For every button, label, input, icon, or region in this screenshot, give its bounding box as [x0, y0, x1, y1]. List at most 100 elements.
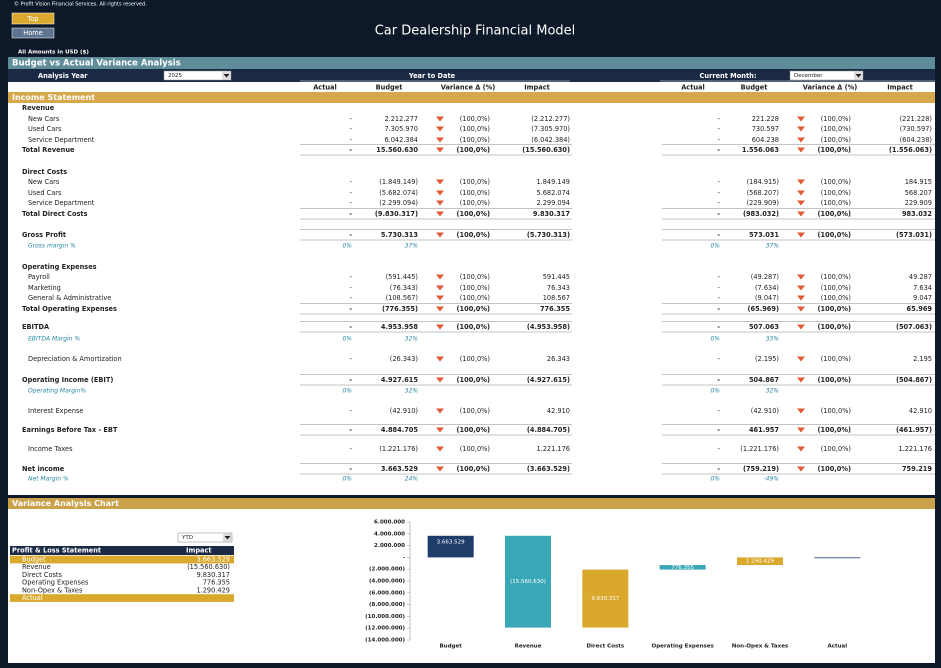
cell: (49.287)	[751, 273, 779, 281]
x-tick-label: Revenue	[515, 644, 542, 650]
cell: (100,0%)	[457, 146, 491, 154]
cell: -49%	[763, 476, 779, 483]
variance-arrow	[436, 295, 444, 301]
pl-label: Operating Expenses	[22, 579, 89, 587]
cell: -	[349, 426, 352, 434]
pl-header: Profit & Loss Statement	[12, 547, 101, 555]
cell: 184.915	[905, 178, 932, 186]
cell: 776.355	[540, 305, 570, 313]
cell: 1.221.176	[536, 445, 570, 453]
column-header: Actual	[681, 84, 705, 92]
row-label: Net income	[22, 465, 65, 473]
cell: 0%	[342, 243, 352, 250]
row-label: EBITDA	[22, 323, 50, 331]
cell: (730.597)	[900, 125, 932, 133]
row-label: General & Administrative	[28, 294, 111, 302]
variance-arrow	[436, 427, 444, 433]
cell: (1.221.176)	[379, 445, 418, 453]
year-value[interactable]: 2025	[168, 73, 182, 79]
cell: (573.031)	[896, 231, 932, 239]
cell: (100,0%)	[821, 445, 851, 453]
variance-arrow	[797, 446, 805, 452]
variance-arrow	[797, 211, 805, 217]
cell: (100,0%)	[821, 407, 851, 415]
cell: (229.909)	[747, 199, 779, 207]
cell: (100,0%)	[460, 407, 490, 415]
cell: -	[717, 465, 720, 473]
variance-arrow	[797, 356, 805, 362]
cell: (604.238)	[900, 136, 932, 144]
cell: -	[350, 136, 353, 144]
month-value[interactable]: December	[794, 73, 823, 79]
cell: (100,0%)	[818, 426, 852, 434]
row-label: Marketing	[28, 284, 61, 292]
cell: (100,0%)	[821, 273, 851, 281]
home-button-label[interactable]: Home	[23, 29, 42, 37]
cell: 221.228	[752, 115, 779, 123]
cell: -	[718, 355, 721, 363]
cell: 3.663.529	[381, 465, 419, 473]
top-button[interactable]	[11, 12, 55, 25]
cell: 0%	[710, 336, 720, 343]
cell: 983.032	[902, 210, 932, 218]
cell: (100,0%)	[818, 465, 852, 473]
variance-arrow	[436, 356, 444, 362]
variance-arrow	[797, 466, 805, 472]
cell: (100,0%)	[821, 178, 851, 186]
cell: 6.042.384	[384, 136, 418, 144]
row-label: Total Revenue	[22, 146, 75, 154]
cell: (776.355)	[382, 305, 418, 313]
cell: -	[349, 376, 352, 384]
year-dropdown[interactable]	[163, 70, 232, 81]
cell: (100,0%)	[818, 231, 852, 239]
cell: 32%	[405, 388, 419, 395]
cell: -	[350, 125, 353, 133]
cell: (26.343)	[390, 355, 418, 363]
cell: 4.927.615	[381, 376, 419, 384]
period-value[interactable]: YTD	[181, 535, 193, 541]
home-button[interactable]	[11, 27, 55, 39]
month-dropdown[interactable]	[789, 70, 864, 81]
pl-value: 9.830.317	[196, 571, 230, 579]
variance-arrow	[436, 408, 444, 414]
pl-value: 776.355	[203, 579, 230, 587]
cell: -	[718, 115, 721, 123]
pl-value: (15.560.630)	[187, 563, 230, 571]
cell: 4.884.705	[381, 426, 419, 434]
page-title: Car Dealership Financial Model	[375, 24, 576, 39]
cell: (9.830.317)	[375, 210, 418, 218]
cell: (100,0%)	[821, 294, 851, 302]
cell: (100,0%)	[821, 136, 851, 144]
variance-arrow	[436, 211, 444, 217]
column-header: Budget	[741, 84, 768, 92]
cell: -	[718, 199, 721, 207]
cell: (100,0%)	[818, 146, 852, 154]
row-label: Income Taxes	[28, 445, 73, 453]
row-label: Net Margin %	[28, 476, 69, 483]
pl-value: 3.663.529	[196, 556, 230, 564]
cell: -	[350, 178, 353, 186]
period-dropdown[interactable]	[177, 532, 233, 543]
row-label: Total Operating Expenses	[22, 305, 117, 313]
cell: (4.953.958)	[527, 323, 570, 331]
variance-arrow	[797, 232, 805, 238]
y-tick-label: 6.000.000	[374, 520, 405, 526]
pl-label: Non-Opex & Taxes	[22, 586, 83, 594]
column-header: Variance Δ (%)	[441, 84, 496, 92]
variance-arrow	[797, 147, 805, 153]
cell: (983.032)	[743, 210, 779, 218]
bar	[659, 565, 706, 570]
variance-arrow	[436, 147, 444, 153]
cell: 0%	[342, 476, 352, 483]
variance-arrow	[436, 466, 444, 472]
top-button-label[interactable]: Top	[26, 15, 38, 23]
variance-arrow	[436, 200, 444, 206]
row-label: Revenue	[22, 104, 55, 112]
cell: -	[349, 465, 352, 473]
cell: 15.560.630	[376, 146, 418, 154]
variance-arrow	[436, 126, 444, 132]
variance-arrow	[797, 295, 805, 301]
pl-label: Budget	[22, 556, 46, 564]
row-label: Used Cars	[28, 125, 62, 133]
